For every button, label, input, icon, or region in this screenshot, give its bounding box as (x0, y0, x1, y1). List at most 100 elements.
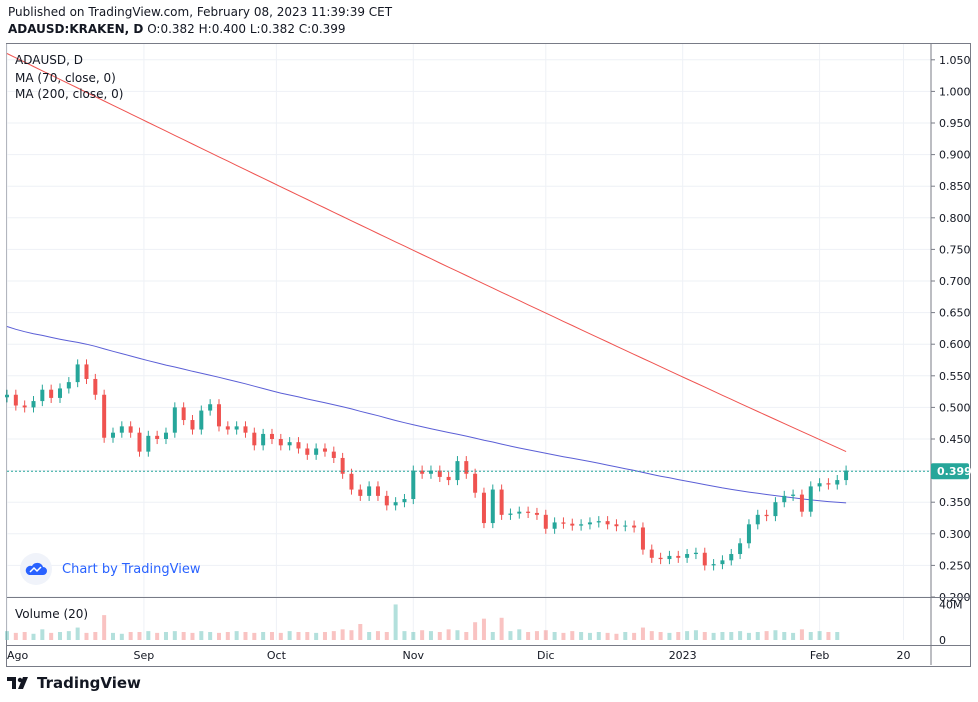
candle-body (640, 527, 645, 550)
published-info: Published on TradingView.com, February 0… (8, 5, 393, 19)
volume-bar (358, 624, 363, 640)
candle-body (358, 489, 363, 496)
volume-bar (420, 630, 425, 640)
volume-bar (455, 630, 460, 640)
volume-bar (128, 632, 133, 640)
candle-body (729, 554, 734, 561)
volume-bar (269, 632, 274, 640)
candle-body (808, 486, 813, 512)
candle-body (49, 389, 54, 398)
volume-bar (261, 632, 266, 640)
candle-body (844, 470, 849, 481)
y-tick-label: 0.500 (939, 401, 971, 414)
candle-body (163, 432, 168, 439)
y-tick-label: 0.700 (939, 275, 971, 288)
candle-body (393, 502, 398, 506)
candle-body (561, 522, 566, 524)
candle-body (296, 442, 301, 449)
volume-bar (155, 632, 160, 640)
candle-body (711, 564, 716, 566)
ma70-line (6, 326, 847, 504)
volume-bar (640, 627, 645, 640)
volume-bar (102, 615, 107, 640)
volume-bar (110, 632, 115, 640)
footer-brand[interactable]: TradingView (7, 674, 141, 692)
volume-bar (314, 632, 319, 640)
cloud-logo-icon (20, 553, 52, 585)
candle-body (172, 407, 177, 433)
volume-bar (764, 631, 769, 640)
candle-body (481, 492, 486, 524)
candle-body (102, 394, 107, 438)
volume-bar (181, 632, 186, 640)
candle-body (349, 473, 354, 490)
volume-bar (826, 632, 831, 640)
last-price-badge (931, 463, 969, 480)
volume-bar (296, 632, 301, 640)
candle-body (755, 514, 760, 525)
candle-body (367, 486, 372, 496)
volume-bar (49, 632, 54, 640)
candle-body (702, 552, 707, 566)
x-tick-label: Oct (267, 649, 287, 662)
candle-body (128, 426, 133, 433)
volume-bar (437, 632, 442, 640)
volume-bar (428, 631, 433, 640)
y-tick-label: 0.350 (939, 496, 971, 509)
candle-body (614, 524, 619, 527)
y-tick-label: 1.000 (939, 85, 971, 98)
ma200-line (6, 53, 847, 453)
candle-body (764, 514, 769, 517)
volume-bar (481, 618, 486, 640)
y-tick-label: 0.650 (939, 307, 971, 320)
volume-bar (755, 632, 760, 640)
candle-body (216, 404, 221, 427)
candle-body (490, 489, 495, 524)
x-tick-label: Sep (134, 649, 155, 662)
tradingview-watermark[interactable]: Chart by TradingView (20, 553, 200, 585)
candle-body (693, 552, 698, 555)
candle-body (720, 560, 725, 565)
candle-body (543, 514, 548, 529)
volume-bar (685, 631, 690, 640)
volume-bar (402, 631, 407, 640)
candle-body (411, 470, 416, 500)
volume-bar (729, 632, 734, 640)
y-tick-label: 0.800 (939, 212, 971, 225)
volume-bar (199, 631, 204, 640)
candle-body (632, 525, 637, 528)
volume-bar (791, 632, 796, 640)
volume-bar (702, 632, 707, 640)
volume-bar (216, 632, 221, 640)
candle-body (428, 470, 433, 474)
x-tick-label: Dic (537, 649, 555, 662)
volume-bar (287, 631, 292, 640)
volume-bar (817, 631, 822, 640)
candle-body (287, 442, 292, 446)
candle-body (623, 525, 628, 527)
candle-body (252, 432, 257, 446)
candle-body (137, 432, 142, 452)
y-tick-label: 1.050 (939, 54, 971, 67)
candle-body (534, 512, 539, 515)
volume-bar (349, 630, 354, 640)
candle-body (446, 476, 451, 481)
volume-bar (84, 632, 89, 640)
volume-bar (119, 633, 124, 640)
candle-body (5, 394, 9, 398)
volume-bar (93, 632, 98, 640)
volume-bar (411, 632, 416, 640)
candle-body (420, 470, 425, 474)
candle-body (587, 522, 592, 525)
candle-body (190, 420, 195, 430)
y-tick-label: 0.900 (939, 149, 971, 162)
volume-bar (579, 632, 584, 640)
volume-bar (632, 632, 637, 640)
candle-body (225, 426, 230, 430)
watermark-text: Chart by TradingView (62, 561, 201, 577)
volume-bar (490, 632, 495, 640)
volume-bar (605, 632, 610, 640)
volume-bar (738, 631, 743, 640)
candle-body (384, 495, 389, 506)
